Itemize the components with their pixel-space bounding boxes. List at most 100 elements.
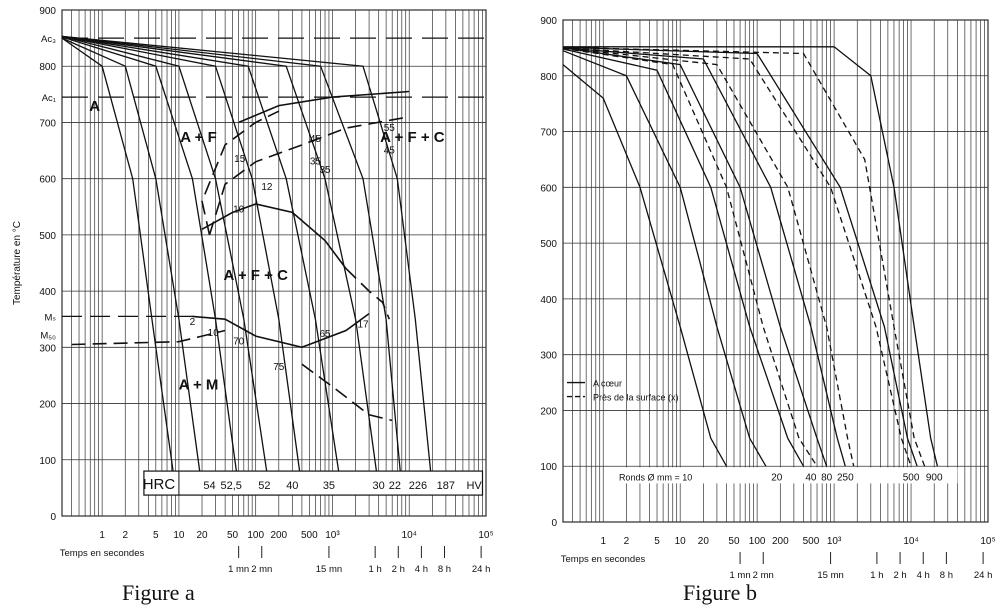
x-tick-label: 10⁵ [478, 530, 493, 541]
x-tick-label: 10 [675, 536, 687, 547]
x-tick-label: 10⁴ [402, 530, 417, 541]
hardness-label: 17 [357, 320, 369, 331]
hardness-label: 65 [319, 329, 331, 340]
transformation-curve-3 [201, 203, 347, 270]
time-mark-label: 1 h [369, 564, 382, 575]
time-mark-label: 2 mn [251, 564, 272, 575]
x-tick-label: 20 [698, 536, 710, 547]
y-tick-label: 900 [39, 6, 56, 17]
y-tick-label: 700 [540, 128, 557, 139]
x-tick-label: 2 [624, 536, 630, 547]
y-tick-label: 500 [540, 239, 557, 250]
cooling-curve-10 [562, 46, 926, 467]
cooling-curve-0 [562, 64, 728, 467]
cooling-curve-4 [61, 35, 303, 488]
y-extra-label: Ac₁ [42, 93, 56, 104]
hardness-label: 2 [190, 317, 196, 328]
time-mark-label: 8 h [940, 570, 953, 581]
round-diameter-label: 500 [903, 472, 920, 483]
cooling-curve-1 [562, 50, 767, 467]
time-mark-label: 1 mn [730, 570, 751, 581]
x-tick-label: 5 [654, 536, 660, 547]
round-diameter-label: 250 [837, 472, 854, 483]
time-mark-label: 4 h [415, 564, 428, 575]
x-axis-label: Temps en secondes [60, 548, 145, 559]
time-mark-label: 24 h [472, 564, 491, 575]
y-axis-label: Température en °C [12, 221, 23, 305]
hardness-value: 187 [437, 480, 455, 492]
x-tick-label: 10³ [827, 536, 842, 547]
hrc-label: HRC [143, 476, 176, 493]
y-extra-label: Mₛ [45, 312, 57, 323]
hardness-label: 45 [310, 134, 322, 145]
cooling-curve-8 [562, 47, 855, 467]
x-axis-label: Temps en secondes [561, 554, 646, 565]
x-tick-label: 5 [153, 530, 159, 541]
transformation-curve-5 [71, 329, 226, 346]
cooling-curve-2 [61, 36, 240, 488]
hardness-row-box [143, 470, 484, 496]
hardness-label: 10 [233, 204, 245, 215]
y-tick-label: 600 [39, 175, 56, 186]
y-tick-label: 400 [540, 295, 557, 306]
cooling-curve-9 [562, 47, 912, 467]
y-tick-label: 100 [540, 462, 557, 473]
cooling-curve-7 [61, 35, 403, 488]
hardness-value: 40 [286, 480, 298, 492]
region-label: A + F [180, 129, 217, 146]
region-label: A + M [179, 377, 219, 394]
region-label: A [89, 98, 100, 115]
x-tick-label: 10 [173, 530, 185, 541]
cooling-curve-3 [61, 35, 270, 488]
hardness-label: 10 [208, 328, 220, 339]
x-tick-label: 200 [772, 536, 789, 547]
x-tick-label: 1 [600, 536, 606, 547]
hardness-value: 52 [258, 480, 270, 492]
region-label: A + F + C [380, 129, 445, 146]
cooling-curve-5 [61, 35, 342, 488]
time-mark-label: 2 mn [753, 570, 774, 581]
x-tick-label: 20 [196, 530, 208, 541]
transformation-curve-6 [301, 363, 393, 422]
cooling-curve-2 [562, 48, 805, 467]
x-tick-label: 50 [227, 530, 239, 541]
x-tick-label: 500 [301, 530, 318, 541]
x-tick-label: 10⁵ [980, 536, 995, 547]
y-tick-label: 800 [540, 72, 557, 83]
rounds-row-bg [616, 467, 958, 484]
hardness-label: 35 [319, 165, 331, 176]
hardness-value: 35 [323, 480, 335, 492]
hardness-label: 55 [384, 123, 396, 134]
y-tick-label: 100 [39, 456, 56, 467]
hardness-label: 12 [261, 182, 273, 193]
transformation-curve-1 [201, 110, 280, 236]
cooling-curve-5 [562, 46, 918, 467]
rounds-label: Ronds Ø mm = 10 [619, 472, 692, 482]
round-diameter-label: 40 [805, 472, 817, 483]
y-extra-label: Ac₃ [41, 34, 56, 45]
time-mark-label: 15 mn [817, 570, 843, 581]
legend-label: Près de la surface (x) [593, 393, 679, 403]
hardness-value: 22 [389, 480, 401, 492]
y-tick-label: 900 [540, 16, 557, 27]
y-tick-label: 200 [540, 406, 557, 417]
x-tick-label: 500 [803, 536, 820, 547]
y-tick-label: 600 [540, 183, 557, 194]
hardness-value: 52,5 [221, 480, 242, 492]
transformation-curve-2 [208, 116, 410, 236]
cooling-curve-7 [562, 47, 818, 467]
hardness-label: 75 [273, 362, 285, 373]
cooling-curve-4 [562, 47, 846, 467]
cooling-curve-0 [61, 37, 177, 488]
hardness-label: 15 [234, 154, 246, 165]
y-tick-label: 400 [39, 287, 56, 298]
x-tick-label: 100 [749, 536, 766, 547]
transformation-curve-0 [238, 90, 410, 124]
time-mark-label: 24 h [974, 570, 993, 581]
y-tick-label: 0 [551, 518, 557, 529]
time-mark-label: 1 h [870, 570, 883, 581]
y-tick-label: 500 [39, 231, 56, 242]
hardness-value: 226 [409, 480, 427, 492]
